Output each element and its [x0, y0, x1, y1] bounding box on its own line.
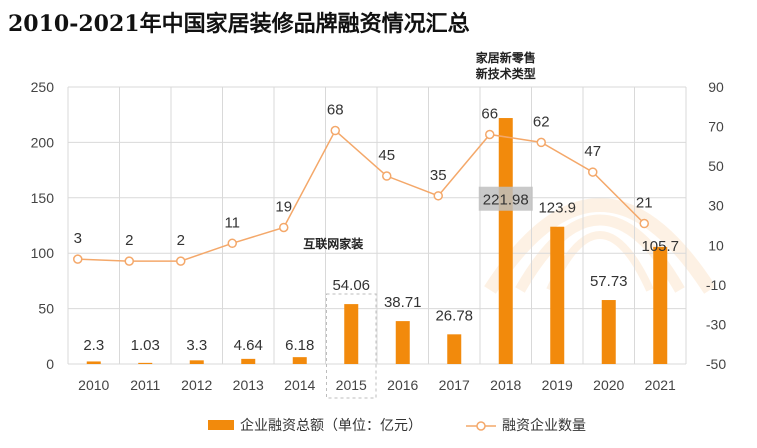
x-axis-tick-label: 2019 [542, 377, 573, 393]
annotation-label: 互联网家装 [303, 236, 363, 251]
left-axis-tick-label: 150 [31, 190, 55, 206]
right-axis-tick-label: 10 [708, 237, 724, 253]
bar-data-label: 2.3 [83, 337, 104, 354]
left-axis-tick-label: 250 [31, 79, 55, 95]
bar [189, 360, 204, 364]
highlight-box-2015 [326, 293, 377, 399]
line-point [330, 125, 340, 136]
bar-data-label: 1.03 [131, 337, 160, 354]
right-axis-tick-label: -50 [706, 356, 726, 372]
bar-data-label: 105.7 [641, 238, 679, 255]
line-data-label: 3 [74, 230, 82, 247]
line-point [536, 137, 546, 148]
x-axis-tick-label: 2011 [130, 377, 160, 393]
bar-data-label-box [478, 186, 533, 211]
x-axis-tick-label: 2015 [336, 377, 367, 393]
line-point [382, 171, 392, 181]
line-data-label: 11 [224, 214, 240, 231]
legend-label: 企业融资总额（单位：亿元） [240, 417, 422, 434]
bar [241, 358, 256, 364]
bar-data-label: 221.98 [483, 192, 529, 209]
bar [601, 300, 616, 364]
line-point [485, 129, 495, 140]
line-point [639, 218, 649, 229]
line-data-label: 2 [177, 232, 185, 249]
line-data-label: 45 [378, 147, 395, 164]
line-data-label: 19 [275, 198, 292, 215]
line-data-label: 66 [481, 105, 498, 122]
x-axis-tick-label: 2016 [387, 377, 418, 393]
x-axis-tick-label: 2012 [181, 377, 212, 393]
line-data-label: 47 [584, 143, 601, 160]
bar [447, 334, 462, 364]
legend-swatch-bar [208, 420, 234, 430]
bar [86, 361, 101, 364]
x-axis-tick-label: 2021 [645, 377, 676, 393]
legend-label: 融资企业数量 [502, 417, 586, 434]
x-axis-tick-label: 2014 [284, 377, 315, 393]
right-axis-tick-label: 30 [708, 198, 724, 214]
bar [292, 357, 307, 364]
bar [653, 246, 668, 364]
bar [344, 304, 359, 364]
bar [498, 118, 513, 364]
annotation-label: 新技术类型 [476, 66, 536, 81]
bar [138, 362, 153, 364]
right-axis-tick-label: 50 [708, 158, 724, 174]
line-data-label: 35 [430, 167, 447, 184]
line-data-label: 21 [636, 195, 653, 212]
line-point [588, 167, 598, 177]
annotation-label: 家居新零售 [476, 50, 536, 65]
legend-swatch-marker [476, 421, 486, 431]
line-data-label: 2 [125, 232, 133, 249]
bar-data-label: 123.9 [538, 200, 576, 217]
bar-data-label: 4.64 [234, 337, 263, 354]
left-axis-tick-label: 100 [31, 245, 55, 261]
line-point [227, 238, 237, 249]
line-point [279, 222, 289, 233]
right-axis-tick-label: 70 [708, 119, 724, 135]
line-point [124, 256, 134, 266]
right-axis-tick-label: -30 [706, 316, 726, 332]
bar-data-label: 38.71 [384, 294, 422, 311]
left-axis-tick-label: 0 [46, 356, 54, 372]
line-point [176, 256, 186, 266]
line-data-label: 62 [533, 113, 550, 130]
series-line [77, 129, 645, 262]
bar [395, 321, 410, 364]
bar-data-label: 6.18 [285, 337, 314, 354]
line-point [73, 254, 83, 264]
x-axis-tick-label: 2013 [233, 377, 264, 393]
x-axis-tick-label: 2020 [593, 377, 624, 393]
bar-data-label: 3.3 [186, 337, 207, 354]
line-point [433, 191, 443, 201]
watermark-stroke [484, 198, 716, 294]
bar-data-label: 26.78 [435, 307, 473, 324]
left-axis-tick-label: 50 [38, 301, 54, 317]
bar [550, 226, 565, 364]
chart-title: 2010-2021年中国家居装修品牌融资情况汇总 [8, 11, 470, 37]
x-axis-tick-label: 2010 [78, 377, 109, 393]
x-axis-tick-label: 2018 [490, 377, 521, 393]
right-axis-tick-label: 90 [708, 79, 724, 95]
right-axis-tick-label: -10 [706, 277, 726, 293]
line-data-label: 68 [327, 102, 344, 119]
x-axis-tick-label: 2017 [439, 377, 470, 393]
bar-data-label: 54.06 [332, 277, 370, 294]
bar-data-label: 57.73 [590, 273, 628, 290]
left-axis-tick-label: 200 [31, 134, 55, 150]
